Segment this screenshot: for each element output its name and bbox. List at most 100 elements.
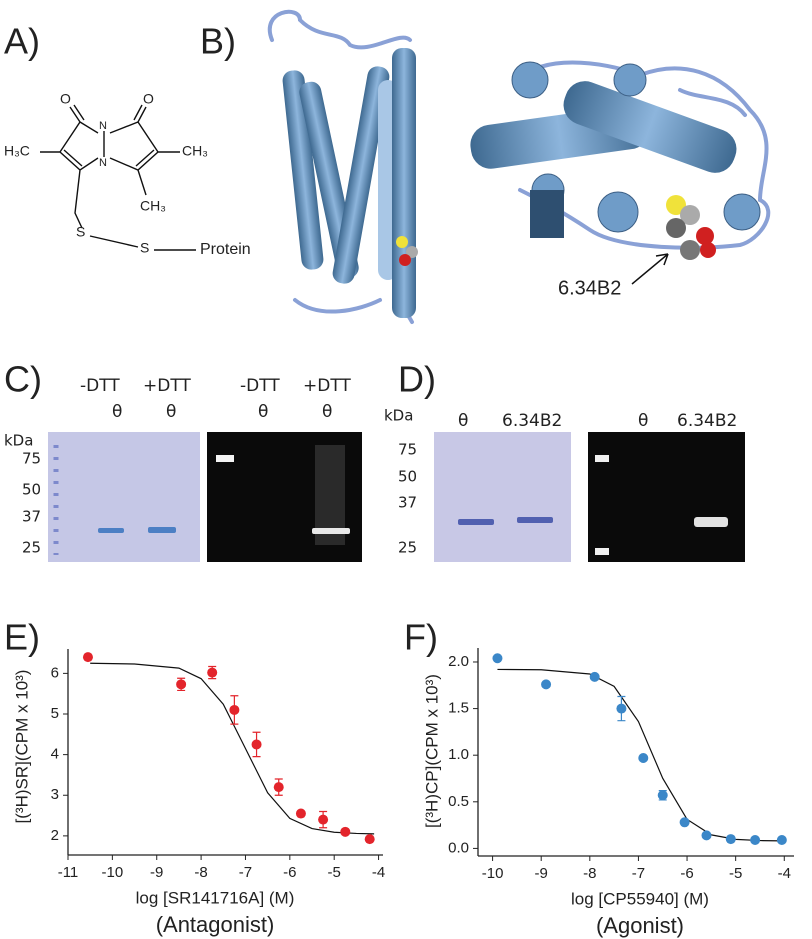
- fit-curve: [90, 662, 375, 835]
- data-point: [776, 835, 787, 846]
- helix: [530, 190, 564, 238]
- band: [458, 519, 494, 525]
- lane-label: +DTT: [303, 376, 351, 396]
- fit-curve: [497, 668, 782, 842]
- y-tick-label: 6: [51, 664, 59, 681]
- atom: N: [99, 157, 107, 169]
- atom-sphere: [666, 218, 686, 238]
- protein-side-view: [267, 9, 418, 324]
- y-tick-label: 3: [51, 786, 59, 803]
- panel-label: A): [4, 21, 40, 62]
- y-tick-label: 1.0: [448, 746, 469, 763]
- unit-label: kDa: [4, 432, 33, 450]
- data-point: [318, 814, 329, 825]
- data-point: [82, 652, 93, 663]
- data-point: [638, 752, 649, 763]
- y-axis-label: [(³H)CP](CPM x 10³): [422, 674, 441, 828]
- data-point: [340, 826, 351, 837]
- y-tick-label: 2: [51, 827, 59, 844]
- atom-sphere: [700, 242, 716, 258]
- data-point: [701, 830, 712, 841]
- marker-label: 37: [398, 494, 417, 512]
- coomassie-gel: [434, 432, 571, 562]
- x-tick-label: -4: [372, 864, 385, 881]
- data-point: [207, 667, 218, 678]
- ladder-band: [595, 548, 609, 555]
- atom: H₃C: [4, 143, 30, 159]
- helix: [392, 48, 416, 318]
- data-point: [679, 817, 690, 828]
- band: [312, 528, 350, 534]
- ladder-band: [216, 455, 234, 462]
- x-tick-label: -6: [283, 864, 296, 881]
- data-point: [364, 834, 375, 845]
- gel-panel-c: -DTT +DTT -DTT +DTT θ θ θ θ kDa 75 50 37…: [4, 376, 362, 562]
- atom-sphere: [396, 236, 408, 248]
- panel-label: F): [404, 617, 438, 658]
- marker-label: 50: [22, 481, 41, 499]
- helix-end: [613, 63, 647, 97]
- atom: S: [76, 224, 85, 240]
- x-tick-label: -11: [58, 864, 79, 881]
- atom-sphere: [680, 205, 700, 225]
- y-tick-label: 2.0: [448, 653, 469, 670]
- data-point: [616, 703, 627, 714]
- x-tick-label: -4: [778, 865, 791, 882]
- atom: O: [143, 91, 154, 107]
- lane-label: θ: [458, 411, 468, 431]
- y-axis-label: [(³H)SR](CPM x 10³): [12, 670, 31, 824]
- compound-label: θ: [166, 402, 176, 422]
- chemical-structure: O O N N H₃C CH₃ CH₃ S S Protein: [4, 91, 251, 259]
- ladder-band: [595, 455, 609, 462]
- atom: O: [60, 91, 71, 107]
- y-tick-label: 1.5: [448, 700, 469, 717]
- x-tick-label: -9: [150, 864, 163, 881]
- charts: -11 -10 -9 -8 -7 -6 -5 -4 2 3 4 5 6 log [SR141716A] (…: [12, 648, 794, 938]
- marker-label: 50: [398, 468, 417, 486]
- helix: [282, 70, 324, 270]
- bonds: [40, 104, 196, 251]
- x-tick-label: -5: [729, 865, 742, 882]
- atom-sphere: [666, 195, 686, 215]
- y-tick-label: 5: [51, 705, 59, 722]
- lane-label: 6.34B2: [502, 411, 562, 431]
- helix-end: [511, 61, 549, 99]
- chart: -10 -9 -8 -7 -6 -5 -4 0.0 0.5 1.0 1.5 2.0 log [CP559…: [422, 648, 794, 938]
- panel-label: C): [4, 359, 42, 400]
- helix-end: [723, 193, 761, 231]
- data-point: [541, 679, 552, 690]
- helix-end: [597, 191, 639, 233]
- x-tick-label: -8: [583, 865, 596, 882]
- helix: [563, 81, 737, 173]
- data-point: [251, 739, 262, 750]
- unit-label: kDa: [384, 407, 413, 425]
- fluorescent-gel: [588, 432, 745, 562]
- data-point: [589, 671, 600, 682]
- band: [694, 517, 728, 527]
- marker-label: 75: [398, 441, 417, 459]
- band: [98, 528, 124, 533]
- x-tick-label: -5: [328, 864, 341, 881]
- data-point: [657, 790, 668, 801]
- x-axis-label: log [CP55940] (M): [571, 889, 709, 908]
- subtitle: (Antagonist): [156, 912, 275, 937]
- atom: N: [99, 120, 107, 132]
- x-tick-label: -10: [482, 865, 504, 882]
- marker-label: 75: [22, 450, 41, 468]
- atom-sphere: [696, 227, 714, 245]
- atom-sphere: [406, 246, 418, 258]
- x-tick-label: -7: [632, 865, 645, 882]
- chart: -11 -10 -9 -8 -7 -6 -5 -4 2 3 4 5 6 log [SR141716A] (…: [12, 649, 385, 937]
- marker-label: 25: [398, 539, 417, 557]
- atom: CH₃: [182, 143, 208, 159]
- compound-label: θ: [258, 402, 268, 422]
- atom: Protein: [200, 241, 251, 258]
- data-point: [725, 834, 736, 845]
- gel-panel-d: kDa 75 50 37 25 θ 6.34B2 θ 6.34B2: [384, 407, 745, 562]
- compound-label: θ: [112, 402, 122, 422]
- helix: [332, 66, 390, 284]
- lane-label: +DTT: [143, 376, 191, 396]
- atom: S: [140, 240, 149, 256]
